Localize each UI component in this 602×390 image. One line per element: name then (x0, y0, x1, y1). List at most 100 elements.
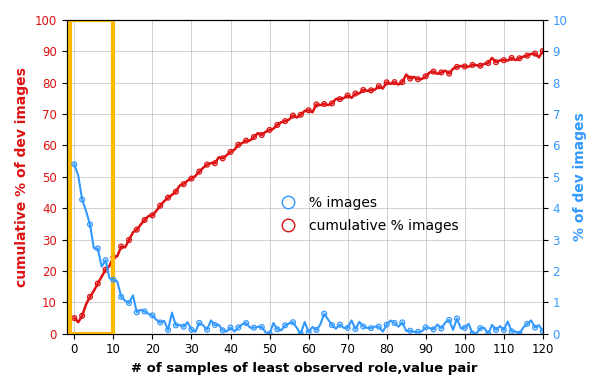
Point (320, 101, 329, 107)
Point (366, 87, 376, 94)
Point (218, 327, 228, 333)
Point (436, 325, 446, 332)
Point (523, 53, 532, 59)
Point (421, 73, 430, 80)
Point (147, 312, 157, 319)
Point (444, 317, 454, 323)
Point (507, 328, 517, 335)
Point (499, 327, 509, 333)
Point (93, 245, 102, 252)
Point (273, 326, 282, 332)
Point (413, 329, 423, 335)
Point (257, 324, 267, 330)
Point (483, 331, 493, 337)
Point (389, 320, 399, 326)
Point (179, 181, 188, 187)
Point (523, 321, 532, 327)
Point (327, 100, 337, 106)
Point (273, 122, 282, 128)
Point (366, 325, 376, 331)
Point (281, 322, 290, 328)
Point (249, 134, 259, 140)
Point (194, 320, 204, 326)
Point (210, 322, 220, 328)
Point (85, 222, 95, 228)
Point (132, 227, 141, 233)
Point (194, 168, 204, 175)
Point (358, 323, 368, 330)
Point (171, 322, 181, 328)
Point (155, 319, 165, 326)
Point (421, 324, 430, 330)
Point (187, 327, 196, 333)
Point (171, 189, 181, 195)
Point (429, 326, 438, 333)
Point (491, 327, 501, 333)
Point (460, 63, 470, 69)
Bar (70, 20, 113, 334)
Point (108, 277, 118, 283)
Point (335, 96, 344, 102)
Point (538, 48, 548, 54)
Point (288, 319, 298, 325)
Point (93, 280, 102, 287)
Point (124, 237, 134, 243)
Point (116, 243, 126, 250)
Y-axis label: % of dev images: % of dev images (573, 112, 587, 241)
Point (382, 79, 391, 85)
Point (241, 320, 251, 326)
Point (140, 217, 149, 223)
Point (389, 79, 399, 85)
Point (179, 324, 188, 330)
X-axis label: # of samples of least observed role,value pair: # of samples of least observed role,valu… (131, 362, 478, 375)
Point (202, 161, 212, 168)
Point (343, 92, 352, 99)
Point (202, 326, 212, 333)
Point (476, 325, 485, 331)
Point (530, 324, 540, 331)
Point (69, 315, 79, 321)
Point (350, 90, 360, 97)
Point (335, 321, 344, 328)
Point (491, 59, 501, 65)
Point (468, 62, 477, 68)
Point (507, 55, 517, 61)
Point (85, 294, 95, 300)
Point (77, 197, 87, 203)
Point (210, 160, 220, 166)
Point (163, 327, 173, 333)
Point (101, 257, 110, 263)
Point (226, 324, 235, 331)
Point (304, 107, 314, 113)
Point (108, 254, 118, 260)
Point (249, 324, 259, 331)
Point (218, 155, 228, 161)
Point (530, 50, 540, 57)
Point (132, 309, 141, 316)
Point (69, 161, 79, 167)
Point (147, 212, 157, 218)
Point (304, 329, 314, 335)
Point (281, 118, 290, 124)
Point (429, 69, 438, 75)
Point (397, 79, 407, 85)
Point (468, 331, 477, 337)
Point (140, 308, 149, 315)
Point (101, 267, 110, 273)
Point (288, 112, 298, 119)
Point (296, 112, 306, 118)
Point (257, 132, 267, 138)
Point (382, 321, 391, 328)
Point (265, 127, 275, 133)
Y-axis label: cumulative % of dev images: cumulative % of dev images (15, 67, 29, 287)
Point (327, 322, 337, 328)
Point (124, 300, 134, 306)
Point (460, 325, 470, 331)
Point (444, 71, 454, 77)
Point (187, 176, 196, 182)
Point (296, 331, 306, 337)
Point (226, 149, 235, 155)
Legend: % images, cumulative % images: % images, cumulative % images (269, 191, 464, 238)
Point (483, 60, 493, 66)
Point (77, 313, 87, 319)
